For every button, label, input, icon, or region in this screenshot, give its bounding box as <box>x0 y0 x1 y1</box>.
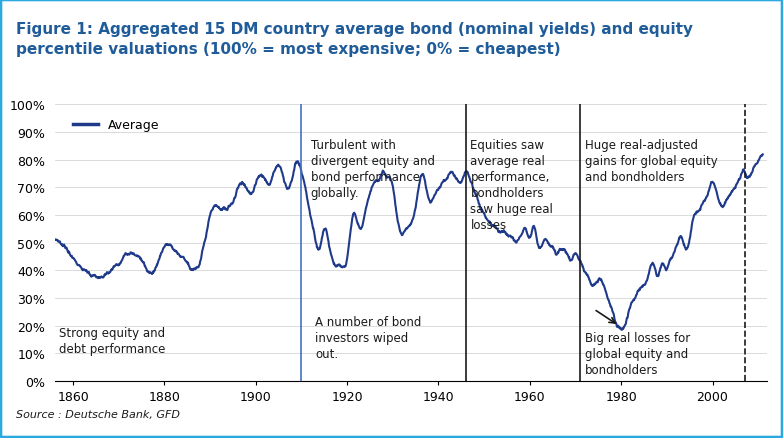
Legend: Average: Average <box>68 114 164 137</box>
Text: Source : Deutsche Bank, GFD: Source : Deutsche Bank, GFD <box>16 409 179 419</box>
Text: Big real losses for
global equity and
bondholders: Big real losses for global equity and bo… <box>585 332 690 376</box>
Text: Strong equity and
debt performance: Strong equity and debt performance <box>60 326 166 355</box>
Text: Turbulent with
divergent equity and
bond performance
globally.: Turbulent with divergent equity and bond… <box>311 138 435 199</box>
Text: Huge real-adjusted
gains for global equity
and bondholders: Huge real-adjusted gains for global equi… <box>585 138 717 183</box>
Text: Figure 1: Aggregated 15 DM country average bond (nominal yields) and equity
perc: Figure 1: Aggregated 15 DM country avera… <box>16 22 692 57</box>
Text: A number of bond
investors wiped
out.: A number of bond investors wiped out. <box>315 315 421 360</box>
Text: Equities saw
average real
performance,
bondholders
saw huge real
losses: Equities saw average real performance, b… <box>471 138 554 231</box>
